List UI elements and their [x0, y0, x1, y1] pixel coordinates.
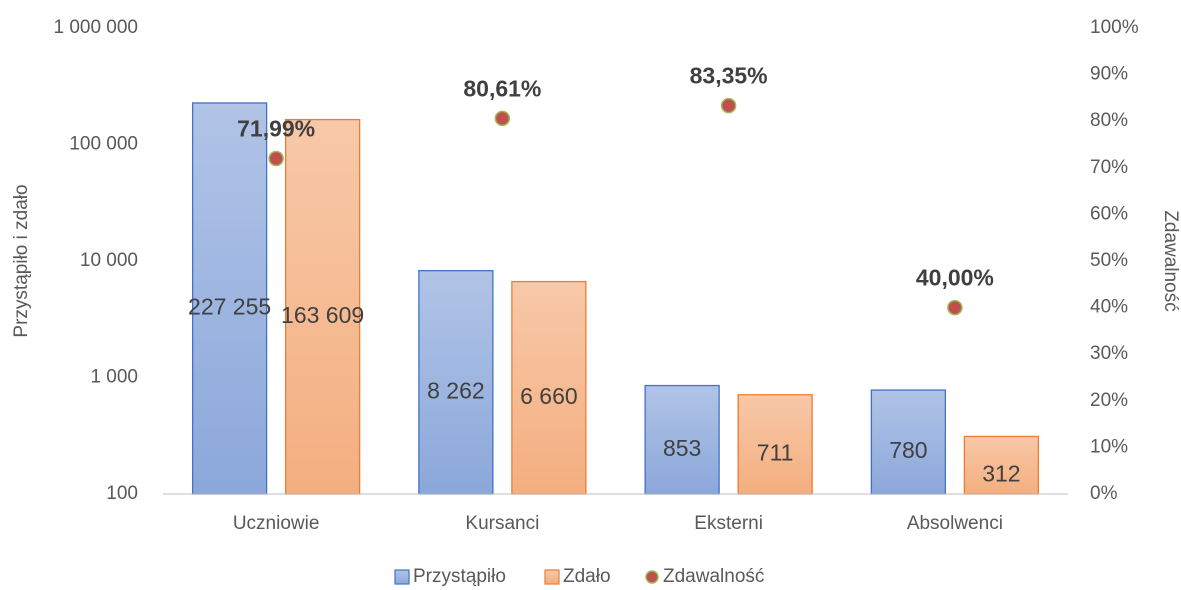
bar — [284, 118, 361, 495]
bar — [963, 435, 1040, 495]
y2-tick-label: 80% — [1090, 110, 1128, 131]
bar — [511, 280, 587, 495]
bar-value-label: 6 660 — [520, 383, 578, 409]
point-value-label: 40,00% — [916, 265, 994, 291]
y-axis-title: Przystąpiło i zdało — [11, 184, 32, 337]
y2-tick-label: 90% — [1090, 64, 1128, 85]
y-tick-label: 1 000 000 — [53, 17, 138, 38]
bar-value-label: 711 — [757, 439, 794, 465]
legend-label: Przystąpiło — [413, 566, 506, 587]
x-tick-label: Eksterni — [694, 513, 763, 534]
y2-axis-title: Zdawalność — [1160, 210, 1181, 311]
point — [494, 110, 511, 127]
x-tick-label: Absolwenci — [907, 513, 1003, 534]
y2-tick-label: 40% — [1090, 297, 1128, 318]
y2-tick-label: 100% — [1090, 17, 1139, 38]
bar-value-label: 227 255 — [188, 294, 271, 320]
bar-value-label: 312 — [982, 460, 1020, 486]
bar-value-label: 853 — [663, 435, 701, 461]
point — [947, 299, 963, 316]
y-tick-label: 100 000 — [69, 134, 138, 155]
y-tick-label: 1 000 — [90, 367, 138, 388]
legend-label: Zdawalność — [663, 566, 764, 587]
legend-marker — [645, 570, 659, 584]
point-value-label: 83,35% — [690, 63, 768, 89]
y2-tick-label: 10% — [1090, 436, 1128, 457]
y2-tick-label: 30% — [1090, 343, 1128, 364]
y2-tick-label: 0% — [1090, 483, 1118, 504]
bar — [418, 270, 494, 495]
bar — [737, 394, 813, 495]
y-tick-label: 100 — [106, 483, 138, 504]
point — [268, 150, 284, 167]
y2-tick-label: 60% — [1090, 203, 1128, 224]
x-tick-label: Kursanci — [465, 513, 539, 534]
bar-value-label: 163 609 — [281, 302, 364, 328]
point-value-label: 80,61% — [463, 75, 541, 101]
legend-marker — [394, 569, 410, 585]
legend-label: Zdało — [563, 566, 611, 587]
y2-tick-label: 70% — [1090, 157, 1128, 178]
bar-value-label: 780 — [889, 437, 927, 463]
y2-tick-label: 50% — [1090, 250, 1128, 271]
point-value-label: 71,99% — [237, 116, 315, 142]
legend-marker — [544, 569, 560, 585]
point — [720, 97, 737, 114]
bar-value-label: 8 262 — [427, 377, 485, 403]
y2-tick-label: 20% — [1090, 390, 1128, 411]
bar — [191, 102, 268, 495]
x-tick-label: Uczniowie — [233, 513, 320, 534]
y-tick-label: 10 000 — [80, 250, 138, 271]
